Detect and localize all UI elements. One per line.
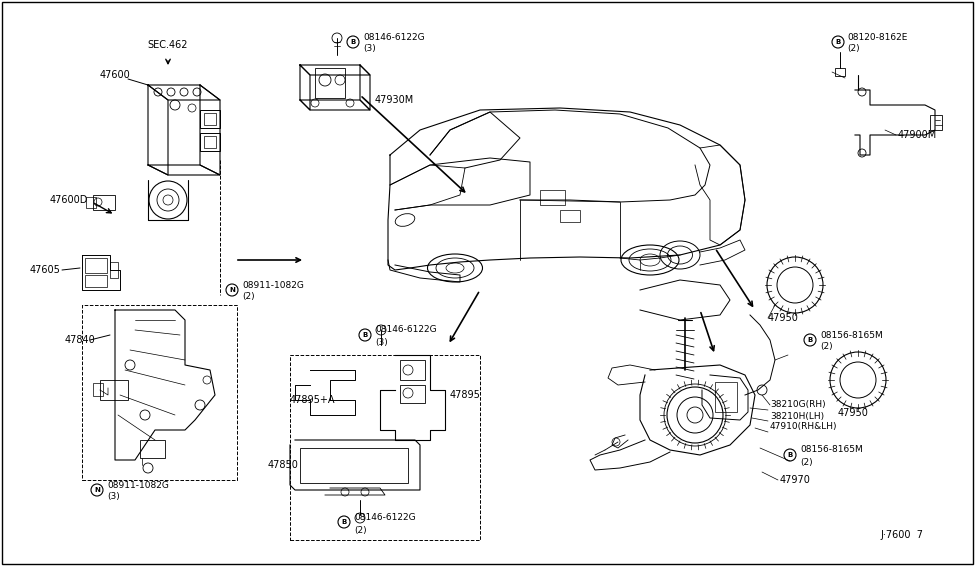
Text: 47895: 47895: [450, 390, 481, 400]
Text: 08146-6122G: 08146-6122G: [363, 33, 425, 42]
Text: N: N: [229, 287, 235, 293]
Text: 47605: 47605: [30, 265, 60, 275]
Bar: [560, 210, 580, 222]
Bar: [715, 382, 737, 412]
Bar: [140, 440, 165, 458]
Text: B: B: [836, 39, 840, 45]
Text: 47950: 47950: [768, 313, 799, 323]
Text: B: B: [341, 519, 347, 525]
Text: 08146-6122G: 08146-6122G: [375, 325, 437, 335]
Text: 08156-8165M: 08156-8165M: [820, 331, 882, 340]
Bar: [100, 380, 128, 400]
Bar: [85, 275, 107, 287]
Bar: [200, 133, 220, 151]
Bar: [835, 68, 845, 76]
Text: 47900M: 47900M: [898, 130, 937, 140]
Text: B: B: [363, 332, 368, 338]
Text: N: N: [94, 487, 99, 493]
Text: 47930M: 47930M: [375, 95, 414, 105]
Bar: [110, 262, 118, 278]
Text: 08156-8165M: 08156-8165M: [800, 445, 863, 454]
Text: (2): (2): [847, 45, 860, 54]
Text: 08120-8162E: 08120-8162E: [847, 32, 908, 41]
Bar: [400, 360, 425, 380]
Text: 47600: 47600: [100, 70, 131, 80]
Text: 08146-6122G: 08146-6122G: [354, 513, 415, 522]
Text: (2): (2): [242, 291, 254, 301]
Text: B: B: [807, 337, 812, 343]
Text: (3): (3): [375, 337, 388, 346]
Text: 08911-1082G: 08911-1082G: [107, 482, 169, 491]
Text: 08911-1082G: 08911-1082G: [242, 281, 304, 290]
Bar: [315, 68, 345, 98]
Text: 47950: 47950: [838, 408, 869, 418]
Text: 47970: 47970: [780, 475, 811, 485]
Text: B: B: [788, 452, 793, 458]
Bar: [93, 195, 115, 210]
Text: 38210H(LH): 38210H(LH): [770, 411, 824, 421]
Bar: [204, 113, 216, 125]
Text: (2): (2): [800, 457, 812, 466]
Text: B: B: [350, 39, 356, 45]
Text: (2): (2): [354, 525, 367, 534]
Text: 47895+A: 47895+A: [290, 395, 335, 405]
Bar: [300, 448, 408, 483]
Text: 47600D: 47600D: [50, 195, 89, 205]
Bar: [200, 110, 220, 128]
Bar: [82, 305, 237, 480]
Text: (3): (3): [107, 491, 120, 500]
Bar: [540, 190, 565, 205]
Text: (3): (3): [363, 45, 375, 54]
Text: 47910(RH&LH): 47910(RH&LH): [770, 422, 838, 431]
Text: SEC.462: SEC.462: [148, 40, 188, 50]
Bar: [290, 355, 480, 540]
Bar: [85, 258, 107, 273]
Text: J·7600  7: J·7600 7: [880, 530, 923, 540]
Text: 47850: 47850: [268, 460, 299, 470]
Text: (2): (2): [820, 342, 833, 351]
Bar: [204, 136, 216, 148]
Bar: [930, 115, 942, 130]
Bar: [400, 385, 425, 403]
Text: 47840: 47840: [65, 335, 96, 345]
Text: 38210G(RH): 38210G(RH): [770, 401, 826, 409]
Bar: [86, 197, 96, 208]
Bar: [93, 383, 103, 396]
